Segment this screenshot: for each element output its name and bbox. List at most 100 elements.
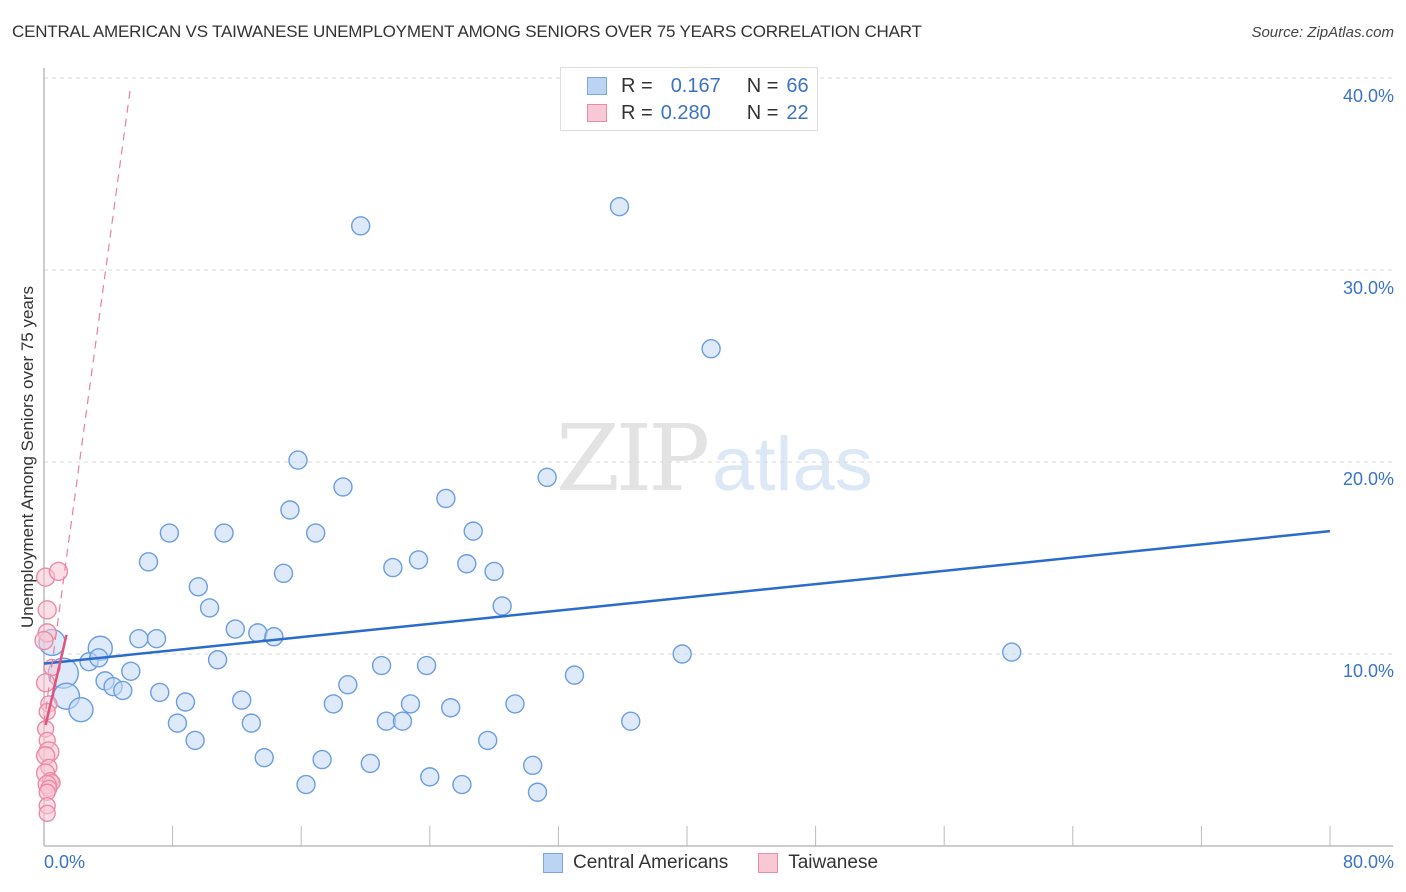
n-label: N = — [746, 74, 779, 97]
data-point — [420, 767, 440, 787]
data-point — [323, 694, 344, 714]
correlation-legend: R = 0.167 N = 66 R = 0.280 N = 22 — [560, 67, 818, 131]
legend-swatch-central-americans — [543, 853, 563, 873]
data-point — [537, 467, 557, 488]
data-point — [392, 711, 413, 731]
r-label: R = — [621, 74, 653, 97]
legend-row-central-americans: R = 0.167 N = 66 — [587, 73, 809, 99]
y-tick-10: 10.0% — [1342, 661, 1394, 681]
data-point — [199, 598, 220, 618]
data-point — [150, 682, 170, 703]
data-point — [38, 804, 56, 823]
data-point — [34, 630, 54, 651]
data-point — [121, 661, 141, 681]
data-point — [376, 711, 397, 731]
data-point — [440, 698, 461, 718]
data-point — [477, 730, 498, 751]
watermark-atlas: atlas — [712, 422, 873, 507]
data-point — [672, 644, 692, 664]
series-central-americans — [38, 196, 1022, 802]
chart-title: CENTRAL AMERICAN VS TAIWANESE UNEMPLOYME… — [12, 22, 922, 41]
trend-line-central-americans — [43, 529, 1331, 665]
data-point — [113, 680, 133, 701]
data-point — [436, 488, 456, 509]
data-point — [492, 596, 512, 616]
data-point — [408, 550, 429, 570]
y-tick-40: 40.0% — [1342, 86, 1394, 106]
data-point — [564, 665, 585, 685]
data-point — [400, 694, 421, 714]
x-tick-80: 80.0% — [1342, 852, 1394, 872]
data-point — [280, 500, 300, 520]
data-point — [214, 523, 234, 543]
data-point — [609, 196, 630, 217]
n-value: 22 — [786, 101, 809, 124]
series-legend: Central Americans Taiwanese — [543, 852, 878, 874]
y-tick-30: 30.0% — [1342, 278, 1394, 298]
r-value: 0.280 — [660, 101, 711, 124]
data-point — [167, 713, 188, 733]
data-point — [254, 747, 274, 768]
legend-swatch-taiwanese — [758, 853, 779, 873]
data-point — [207, 650, 228, 670]
data-point — [138, 552, 159, 572]
gridlines — [44, 77, 1393, 655]
data-point — [522, 755, 543, 776]
data-point — [264, 627, 284, 647]
data-point — [159, 523, 180, 543]
data-point — [338, 675, 358, 695]
data-point — [175, 692, 196, 712]
data-point — [188, 577, 209, 597]
data-point — [129, 628, 149, 649]
x-tick-0: 0.0% — [44, 852, 86, 872]
trend-line-taiwanese-extended — [43, 84, 132, 724]
data-point — [48, 561, 69, 582]
data-point — [37, 600, 57, 620]
trend-line-taiwanese — [44, 634, 68, 726]
legend-swatch-blue — [587, 77, 607, 95]
data-point — [383, 557, 403, 578]
data-point — [360, 753, 381, 774]
data-point — [621, 711, 641, 731]
data-point — [371, 655, 392, 676]
data-point — [225, 619, 245, 639]
n-label: N = — [746, 101, 779, 124]
data-point — [273, 563, 294, 584]
data-point — [296, 774, 316, 795]
data-point — [146, 628, 167, 649]
data-point — [452, 774, 472, 795]
data-point — [1002, 642, 1022, 662]
r-value: 0.167 — [670, 74, 721, 97]
data-point — [350, 216, 371, 236]
data-point — [484, 561, 504, 582]
r-label: R = — [621, 101, 653, 124]
y-axis-label: Unemployment Among Seniors over 75 years — [18, 285, 37, 629]
n-value: 66 — [786, 74, 809, 97]
trend-lines — [43, 84, 1331, 726]
data-point — [305, 523, 326, 543]
source-label: Source: ZipAtlas.com — [1251, 24, 1394, 41]
data-point — [35, 673, 56, 693]
legend-label-taiwanese: Taiwanese — [788, 852, 879, 873]
data-point — [185, 730, 205, 751]
data-point — [416, 655, 437, 676]
data-point — [505, 694, 525, 714]
watermark: ZIPatlas — [556, 405, 873, 512]
data-point — [527, 782, 548, 802]
legend-label-central-americans: Central Americans — [573, 852, 729, 873]
data-point — [248, 623, 268, 643]
data-point — [701, 339, 721, 359]
legend-row-taiwanese: R = 0.280 N = 22 — [587, 100, 809, 126]
data-point — [288, 450, 308, 470]
data-point — [68, 696, 94, 723]
y-tick-20: 20.0% — [1342, 469, 1394, 489]
watermark-zip: ZIP — [556, 405, 710, 512]
data-point — [232, 690, 252, 710]
legend-swatch-pink — [587, 104, 607, 122]
data-point — [241, 713, 262, 733]
data-point — [312, 749, 332, 770]
data-point — [333, 477, 353, 497]
data-point — [457, 554, 477, 574]
data-point — [463, 521, 483, 541]
